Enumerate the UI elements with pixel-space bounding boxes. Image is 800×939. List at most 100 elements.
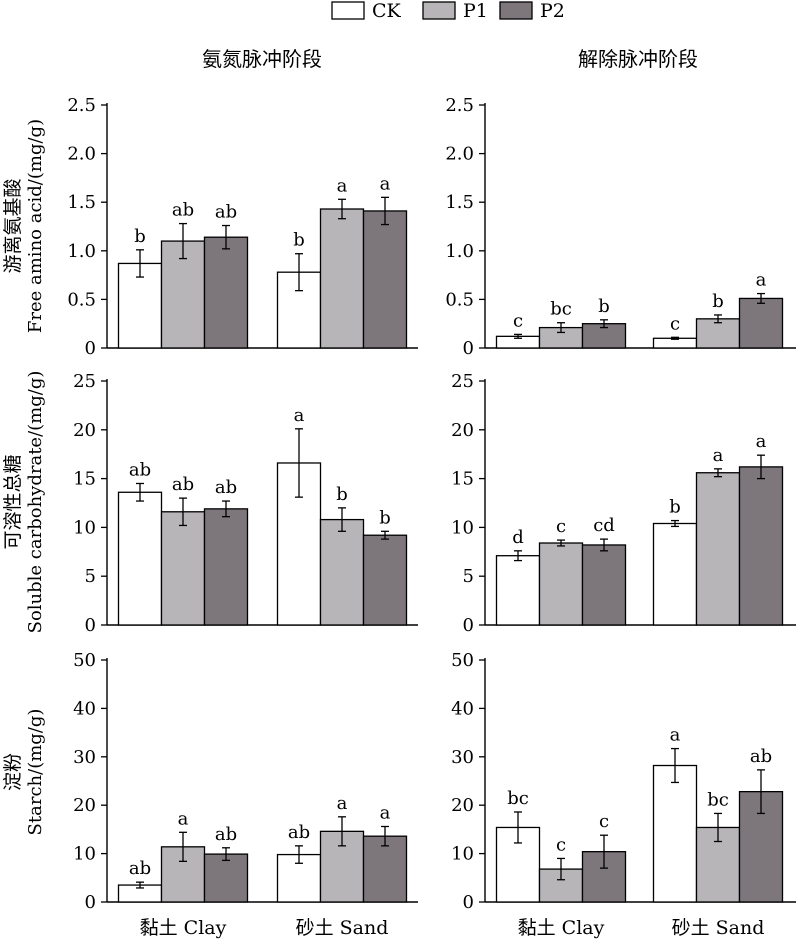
y-tick-label-amino-release: 0.5 (445, 289, 474, 310)
sig-letter-soluble-release: c (556, 516, 566, 537)
sig-letter-amino-pulse: b (293, 230, 305, 251)
sig-letter-amino-release: a (756, 270, 767, 291)
sig-letter-amino-release: c (513, 310, 523, 331)
sig-letter-soluble-release: d (512, 527, 524, 548)
sig-letter-amino-pulse: b (134, 226, 146, 247)
sig-letter-starch-pulse: a (380, 802, 391, 823)
y-tick-label-amino-pulse: 0 (85, 338, 96, 359)
y-tick-label-soluble-release: 10 (451, 517, 474, 538)
y-tick-label-amino-release: 2.5 (445, 95, 474, 116)
y-tick-label-amino-release: 2.0 (445, 144, 474, 165)
y-tick-label-amino-pulse: 2.5 (67, 95, 96, 116)
sig-letter-starch-release: ab (750, 746, 772, 767)
y-tick-label-starch-pulse: 50 (73, 650, 96, 671)
bar-soluble-release-p2-0 (581, 544, 627, 626)
y-tick-label-amino-pulse: 1.0 (67, 241, 96, 262)
y-tick-label-amino-pulse: 1.5 (67, 192, 96, 213)
ylabel-cn-amino: 游离氨基酸 (2, 178, 24, 273)
y-tick-label-starch-release: 40 (451, 698, 474, 719)
bar-soluble-release-ck-0 (495, 555, 541, 626)
bar-soluble-release-p1-0 (538, 542, 584, 626)
y-tick-label-starch-release: 50 (451, 650, 474, 671)
bar-soluble-pulse-p1-0 (160, 511, 206, 626)
y-tick-label-amino-pulse: 2.0 (67, 144, 96, 165)
sig-letter-amino-release: c (670, 313, 680, 334)
sig-letter-soluble-pulse: ab (129, 459, 151, 480)
legend: CK P1 P2 (331, 0, 565, 22)
sig-letter-starch-release: c (556, 834, 566, 855)
bar-starch-pulse-p2-1 (362, 835, 408, 903)
y-tick-label-starch-pulse: 30 (73, 747, 96, 768)
sig-letter-starch-release: bc (507, 788, 529, 809)
sig-letter-soluble-release: cd (593, 515, 615, 536)
bar-soluble-pulse-p1-1 (319, 518, 365, 626)
sig-letter-amino-release: bc (550, 299, 572, 320)
ylabel-cn-starch: 淀粉 (2, 753, 24, 791)
bar-soluble-release-p1-1 (695, 472, 741, 626)
sig-letter-amino-pulse: a (337, 175, 348, 196)
legend-label-p2: P2 (540, 0, 565, 22)
y-tick-label-soluble-release: 15 (451, 469, 474, 490)
y-tick-label-soluble-pulse: 5 (85, 566, 96, 587)
legend-label-ck: CK (372, 0, 402, 22)
y-tick-label-soluble-pulse: 0 (85, 615, 96, 636)
legend-swatch-p1 (422, 1, 456, 20)
sig-letter-starch-pulse: a (337, 793, 348, 814)
sig-letter-soluble-pulse: ab (172, 474, 194, 495)
xlabel-right-sand: 砂土 Sand (672, 917, 765, 939)
ylabel-en-amino: Free amino acid/(mg/g) (25, 119, 46, 333)
sig-letter-starch-pulse: ab (215, 824, 237, 845)
bar-amino-pulse-p2-1 (362, 210, 408, 349)
y-tick-label-soluble-pulse: 25 (73, 371, 96, 392)
y-tick-label-amino-release: 0 (463, 338, 474, 359)
y-tick-label-starch-pulse: 20 (73, 795, 96, 816)
legend-swatch-ck (331, 1, 365, 20)
y-tick-label-starch-release: 30 (451, 747, 474, 768)
ylabel-en-soluble: Soluble carbohydrate/(mg/g) (25, 371, 46, 634)
sig-letter-starch-release: a (670, 725, 681, 746)
sig-letter-starch-pulse: ab (288, 822, 310, 843)
sig-letter-soluble-pulse: b (336, 484, 348, 505)
sig-letter-soluble-pulse: ab (215, 477, 237, 498)
bar-soluble-pulse-p2-1 (362, 534, 408, 626)
y-tick-label-starch-release: 10 (451, 844, 474, 865)
sig-letter-soluble-pulse: b (379, 507, 391, 528)
sig-letter-starch-pulse: a (178, 808, 189, 829)
bar-amino-release-p2-1 (738, 297, 784, 349)
sig-letter-soluble-release: a (713, 445, 724, 466)
y-tick-label-soluble-release: 25 (451, 371, 474, 392)
y-tick-label-soluble-pulse: 20 (73, 420, 96, 441)
bar-soluble-pulse-p2-0 (203, 508, 249, 626)
sig-letter-soluble-pulse: a (294, 405, 305, 426)
y-tick-label-starch-release: 20 (451, 795, 474, 816)
column-title-pulse: 氨氮脉冲阶段 (202, 47, 322, 71)
y-tick-label-amino-pulse: 0.5 (67, 289, 96, 310)
sig-letter-amino-pulse: ab (215, 202, 237, 223)
ylabel-en-starch: Starch/(mg/g) (25, 709, 46, 836)
sig-letter-soluble-release: a (756, 431, 767, 452)
bar-soluble-release-p2-1 (738, 466, 784, 626)
sig-letter-amino-release: b (598, 296, 610, 317)
bar-starch-pulse-p2-0 (203, 853, 249, 903)
panels: 00.51.01.52.02.5b babaaba00.51.01.52.02.5… (67, 95, 796, 913)
sig-letter-starch-pulse: ab (129, 858, 151, 879)
sig-letter-starch-release: c (599, 811, 609, 832)
y-tick-label-soluble-pulse: 15 (73, 469, 96, 490)
y-tick-label-starch-pulse: 40 (73, 698, 96, 719)
y-tick-label-soluble-release: 0 (463, 615, 474, 636)
y-tick-label-soluble-pulse: 10 (73, 517, 96, 538)
bar-starch-release-ck-1 (652, 764, 698, 903)
xlabel-right-clay: 黏土 Clay (518, 917, 605, 939)
y-tick-label-amino-release: 1.0 (445, 241, 474, 262)
bar-amino-pulse-p1-1 (319, 208, 365, 349)
bar-soluble-pulse-ck-0 (117, 491, 163, 626)
xlabel-left-clay: 黏土 Clay (140, 917, 227, 939)
y-tick-label-soluble-release: 20 (451, 420, 474, 441)
bar-amino-release-p1-1 (695, 318, 741, 349)
y-tick-label-starch-release: 0 (463, 892, 474, 913)
legend-swatch-p2 (499, 1, 533, 20)
sig-letter-starch-release: bc (707, 789, 729, 810)
y-tick-label-starch-pulse: 10 (73, 844, 96, 865)
sig-letter-soluble-release: b (669, 497, 681, 518)
